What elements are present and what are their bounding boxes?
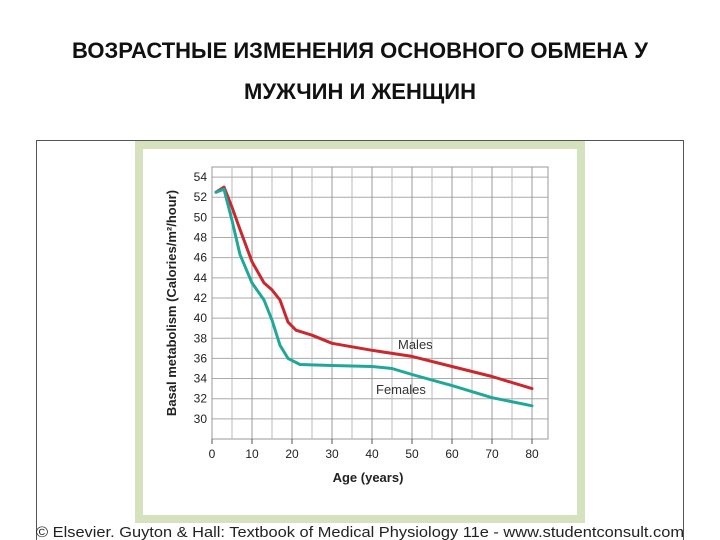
y-tick-label: 48 <box>194 231 208 245</box>
y-axis-label: Basal metabolism (Calories/m²/hour) <box>164 190 179 416</box>
y-tick-label: 50 <box>194 210 208 224</box>
frame <box>36 140 684 540</box>
x-tick-label: 20 <box>285 447 299 461</box>
footer: © Elsevier. Guyton & Hall: Textbook of M… <box>36 524 684 540</box>
x-tick-label: 40 <box>365 447 379 461</box>
series-label: Males <box>398 337 433 352</box>
line-series <box>214 187 534 408</box>
x-tick-label: 0 <box>209 447 216 461</box>
y-tick-label: 54 <box>194 170 208 184</box>
x-tick-label: 30 <box>325 447 339 461</box>
y-tick-label: 36 <box>194 351 208 365</box>
y-tick-label: 40 <box>194 311 208 325</box>
series-label: Females <box>376 382 426 397</box>
line-series <box>214 185 534 391</box>
x-axis-label: Age (years) <box>333 470 404 485</box>
y-tick-label: 46 <box>194 251 208 265</box>
x-tick-label: 60 <box>445 447 459 461</box>
y-tick-label: 34 <box>194 372 208 386</box>
y-tick-label: 42 <box>194 291 208 305</box>
x-tick-label: 10 <box>245 447 259 461</box>
y-tick-label: 38 <box>194 331 208 345</box>
y-tick-label: 32 <box>194 392 208 406</box>
y-tick-label: 30 <box>194 412 208 426</box>
y-tick-label: 52 <box>194 190 208 204</box>
x-tick-label: 80 <box>525 447 539 461</box>
x-tick-label: 50 <box>405 447 419 461</box>
title-text: ВОЗРАСТНЫЕ ИЗМЕНЕНИЯ ОСНОВНОГО ОБМЕНА У … <box>72 38 648 104</box>
y-tick-label: 44 <box>194 271 208 285</box>
slide-title: ВОЗРАСТНЫЕ ИЗМЕНЕНИЯ ОСНОВНОГО ОБМЕНА У … <box>40 30 680 112</box>
x-tick-label: 70 <box>485 447 499 461</box>
